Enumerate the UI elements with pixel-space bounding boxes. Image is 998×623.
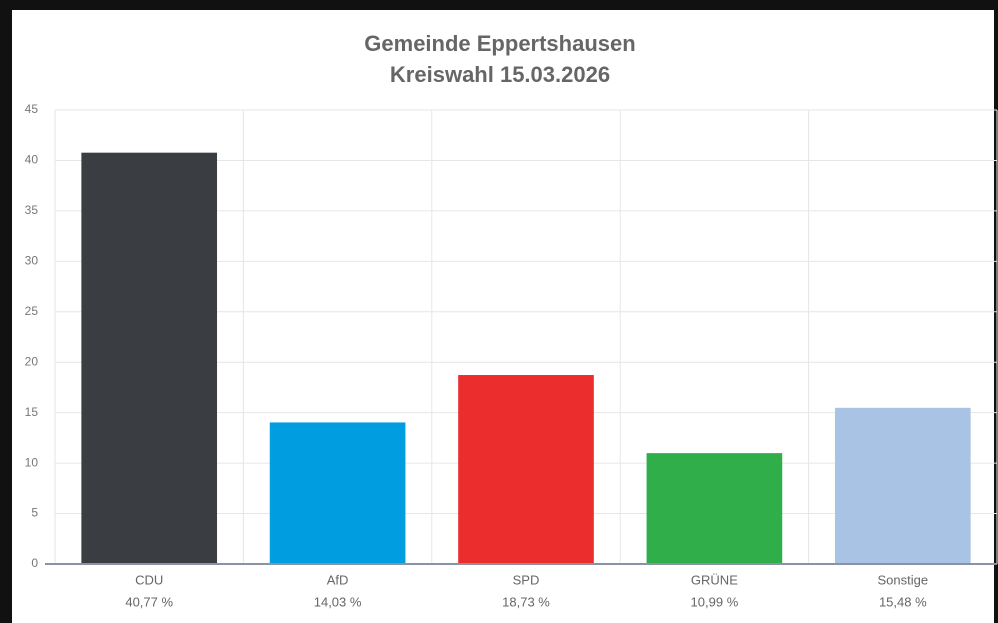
x-tick-label: AfD [327, 572, 349, 587]
x-tick-label: SPD [513, 572, 540, 587]
value-label: 10,99 % [691, 594, 739, 609]
bar [646, 453, 783, 564]
chart-subtitle: Kreiswahl 15.03.2026 [390, 62, 610, 87]
chart-title: Gemeinde Eppertshausen [364, 31, 635, 56]
bar [269, 422, 406, 564]
x-tick-label: Sonstige [878, 572, 929, 587]
y-tick-label: 35 [25, 203, 39, 217]
bar [81, 152, 218, 564]
value-label: 40,77 % [125, 594, 173, 609]
y-tick-label: 20 [25, 354, 39, 368]
y-tick-label: 25 [25, 304, 39, 318]
x-tick-label: GRÜNE [691, 572, 738, 587]
bar [834, 407, 971, 564]
y-tick-label: 30 [25, 254, 39, 268]
value-label: 18,73 % [502, 594, 550, 609]
y-tick-label: 40 [25, 153, 39, 167]
y-tick-label: 5 [31, 506, 38, 520]
y-tick-label: 10 [25, 455, 39, 469]
bar [458, 375, 594, 564]
value-label: 15,48 % [879, 594, 927, 609]
y-tick-label: 45 [25, 102, 39, 116]
y-tick-label: 15 [25, 405, 39, 419]
value-label: 14,03 % [314, 594, 362, 609]
x-tick-label: CDU [135, 572, 163, 587]
y-tick-label: 0 [31, 556, 38, 570]
